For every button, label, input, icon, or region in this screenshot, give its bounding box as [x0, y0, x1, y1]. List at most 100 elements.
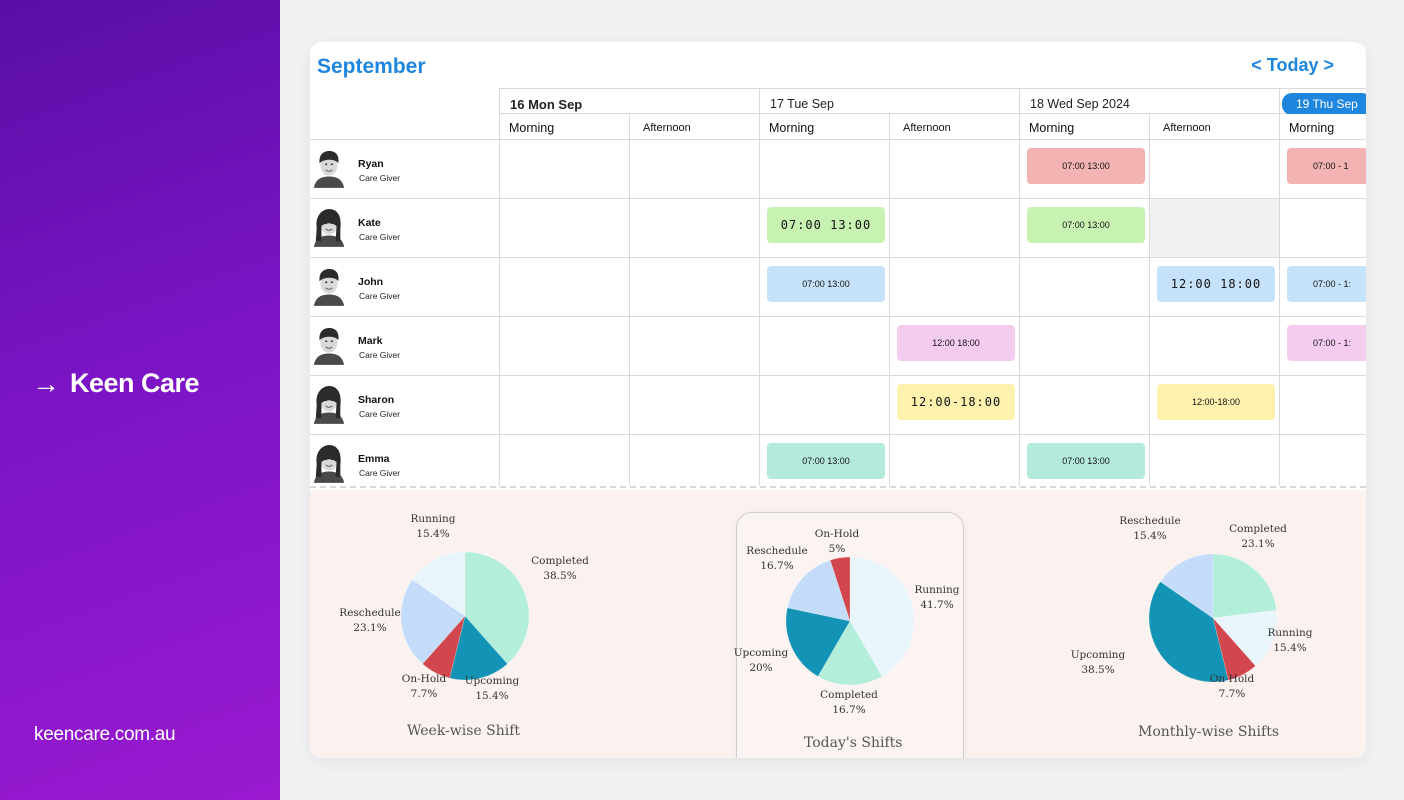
pie-label-name: Completed: [531, 555, 589, 567]
pie-label-value: 7.7%: [410, 688, 438, 700]
schedule-slot[interactable]: [890, 199, 1020, 258]
shift-pill[interactable]: 07:00 13:00: [767, 266, 885, 302]
shift-header: Morning: [1280, 114, 1366, 140]
staff-row-kate[interactable]: Kate Care Giver: [310, 199, 500, 258]
day-header[interactable]: 16 Mon Sep: [500, 88, 760, 114]
staff-row-sharon[interactable]: Sharon Care Giver: [310, 376, 500, 435]
schedule-slot[interactable]: [630, 258, 760, 317]
staff-row-mark[interactable]: Mark Care Giver: [310, 317, 500, 376]
shift-pill[interactable]: 07:00 13:00: [1027, 148, 1145, 184]
pie-slice-on-hold[interactable]: [1212, 617, 1256, 681]
schedule-slot[interactable]: [630, 317, 760, 376]
shift-pill[interactable]: 07:00 13:00: [767, 443, 885, 479]
schedule-slot[interactable]: [630, 435, 760, 486]
pie-label-value: 38.5%: [543, 570, 577, 582]
pie-label-name: On-Hold: [814, 528, 860, 540]
schedule-slot[interactable]: [1150, 199, 1280, 258]
pie-label-name: Upcoming: [733, 647, 789, 659]
pie-slice-upcoming[interactable]: [1148, 581, 1229, 683]
chart-title: Monthly-wise Shifts: [1138, 724, 1279, 740]
shift-pill[interactable]: 07:00 - 1:: [1287, 266, 1366, 302]
schedule-slot[interactable]: [500, 317, 630, 376]
schedule-slot[interactable]: [500, 435, 630, 486]
shift-pill[interactable]: 07:00 13:00: [767, 207, 885, 243]
pie-label-upcoming: Upcoming 15.4%: [465, 674, 520, 704]
day-header-pill[interactable]: 19 Thu Sep: [1282, 93, 1366, 115]
schedule-slot[interactable]: [1150, 435, 1280, 486]
brand-url[interactable]: keencare.com.au: [34, 724, 176, 745]
charts-section: Completed 38.5% Upcoming 15.4% On-Hold 7.7% Re…: [310, 490, 1366, 758]
pie-label-value: 15.4%: [1133, 530, 1167, 542]
shift-pill[interactable]: 12:00 18:00: [1157, 266, 1275, 302]
schedule-slot[interactable]: [1280, 435, 1366, 486]
shift-header: Afternoon: [1150, 114, 1280, 140]
scheduler-card: September < Today > 16 Mon Sep 17 Tue Sep…: [310, 42, 1366, 758]
shift-pill[interactable]: 07:00 13:00: [1027, 443, 1145, 479]
pie-slice-running[interactable]: [849, 556, 915, 677]
staff-row-emma[interactable]: Emma Care Giver: [310, 435, 500, 486]
shift-header: Morning: [500, 114, 630, 140]
today-button[interactable]: < Today >: [1251, 55, 1334, 75]
pie-label-name: Running: [1267, 627, 1313, 639]
day-header[interactable]: 18 Wed Sep 2024: [1020, 88, 1280, 114]
schedule-slot[interactable]: [1150, 140, 1280, 199]
pie-slice-running[interactable]: [411, 551, 466, 617]
staff-role: Care Giver: [359, 232, 401, 242]
pie-slice-on-hold[interactable]: [422, 615, 466, 679]
pie-slice-upcoming[interactable]: [785, 607, 851, 677]
schedule-slot[interactable]: [1020, 376, 1150, 435]
day-header[interactable]: 17 Tue Sep: [760, 88, 1020, 114]
shift-header: Morning: [760, 114, 890, 140]
schedule-slot[interactable]: [500, 140, 630, 199]
pie-label-completed: Completed 16.7%: [820, 688, 878, 718]
pie-slice-completed[interactable]: [817, 620, 883, 686]
staff-role: Care Giver: [359, 409, 401, 419]
pie-slice-reschedule[interactable]: [400, 579, 466, 665]
pie-label-value: 15.4%: [1273, 642, 1307, 654]
shift-pill[interactable]: 07:00 13:00: [1027, 207, 1145, 243]
pie-label-running: Running 15.4%: [1267, 626, 1312, 656]
pie-label-name: Upcoming: [1070, 649, 1126, 661]
schedule-slot[interactable]: [630, 376, 760, 435]
shift-pill[interactable]: 07:00 - 1: [1287, 148, 1366, 184]
schedule-slot[interactable]: [760, 376, 890, 435]
schedule-slot[interactable]: [500, 376, 630, 435]
schedule-slot[interactable]: [890, 140, 1020, 199]
shift-pill[interactable]: 12:00-18:00: [1157, 384, 1275, 420]
schedule-slot[interactable]: [1280, 199, 1366, 258]
brand-logo[interactable]: → Keen Care: [32, 368, 200, 399]
schedule-slot[interactable]: [630, 199, 760, 258]
schedule-slot[interactable]: [1280, 376, 1366, 435]
pie-slice-on-hold[interactable]: [829, 556, 851, 622]
schedule-grid: 16 Mon Sep 17 Tue Sep 18 Wed Sep 2024 19 Th…: [310, 88, 1366, 488]
pie-slice-completed[interactable]: [464, 551, 530, 665]
schedule-slot[interactable]: [500, 258, 630, 317]
shift-pill[interactable]: 12:00-18:00: [897, 384, 1015, 420]
schedule-slot[interactable]: [1020, 258, 1150, 317]
brand-panel: → Keen Care keencare.com.au: [0, 0, 280, 800]
shift-header: Afternoon: [890, 114, 1020, 140]
pie-slice-completed[interactable]: [1212, 553, 1277, 619]
pie-label-running: Running 15.4%: [410, 512, 455, 542]
schedule-slot[interactable]: [760, 140, 890, 199]
pie-slice-running[interactable]: [1212, 610, 1278, 667]
schedule-slot[interactable]: [890, 435, 1020, 486]
schedule-slot[interactable]: [630, 140, 760, 199]
staff-row-john[interactable]: John Care Giver: [310, 258, 500, 317]
schedule-slot[interactable]: [1020, 317, 1150, 376]
pie-label-completed: Completed 23.1%: [1229, 522, 1287, 552]
day-header[interactable]: 19 Thu Sep: [1280, 88, 1366, 115]
pie-slice-reschedule[interactable]: [1159, 553, 1214, 619]
grid-corner: [310, 88, 500, 140]
shift-pill[interactable]: 07:00 - 1:: [1287, 325, 1366, 361]
staff-row-ryan[interactable]: Ryan Care Giver: [310, 140, 500, 199]
avatar: [312, 325, 346, 365]
shift-pill[interactable]: 12:00 18:00: [897, 325, 1015, 361]
schedule-slot[interactable]: [890, 258, 1020, 317]
pie-slice-reschedule[interactable]: [787, 559, 851, 622]
schedule-slot[interactable]: [1150, 317, 1280, 376]
pie-label-value: 16.7%: [760, 560, 794, 572]
schedule-slot[interactable]: [500, 199, 630, 258]
pie-slice-upcoming[interactable]: [449, 615, 508, 681]
schedule-slot[interactable]: [760, 317, 890, 376]
